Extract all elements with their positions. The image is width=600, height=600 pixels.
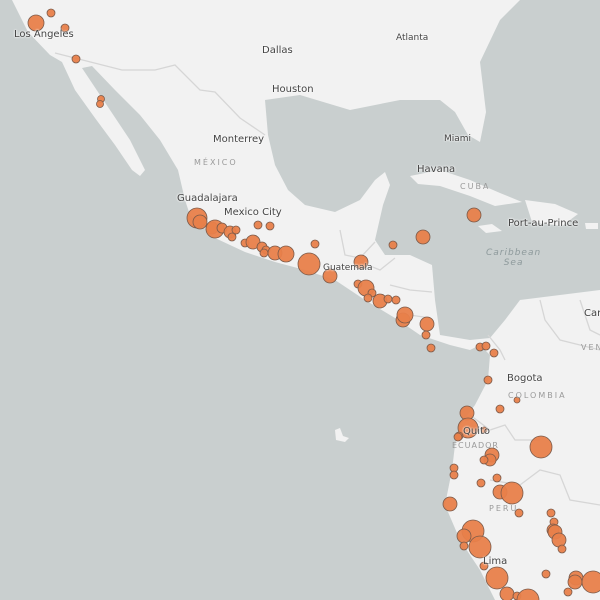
earthquake-marker[interactable] <box>499 586 515 600</box>
earthquake-marker[interactable] <box>479 455 489 465</box>
city-label: Guadalajara <box>177 193 238 204</box>
earthquake-marker[interactable] <box>479 561 489 571</box>
earthquake-marker[interactable] <box>489 348 499 358</box>
country-label: ECUADOR <box>452 441 499 450</box>
earthquake-marker[interactable] <box>483 375 493 385</box>
earthquake-marker[interactable] <box>557 544 567 554</box>
city-label: Monterrey <box>213 134 265 145</box>
earthquake-marker[interactable] <box>426 343 436 353</box>
earthquake-marker[interactable] <box>466 207 482 223</box>
earthquake-marker[interactable] <box>297 252 321 276</box>
earthquake-marker[interactable] <box>500 481 524 505</box>
earthquake-marker[interactable] <box>514 508 524 518</box>
earthquake-marker[interactable] <box>492 473 502 483</box>
city-label: Los Angeles <box>14 29 74 40</box>
puerto-rico <box>585 223 598 229</box>
earthquake-marker[interactable] <box>419 316 435 332</box>
earthquake-marker[interactable] <box>453 432 463 442</box>
earthquake-marker[interactable] <box>456 528 472 544</box>
earthquake-marker[interactable] <box>481 341 491 351</box>
hispaniola <box>525 200 578 226</box>
country-label: MÉXICO <box>194 158 238 167</box>
earthquake-marker[interactable] <box>322 268 338 284</box>
earthquake-marker[interactable] <box>581 570 600 594</box>
country-label: COLOMBIA <box>508 391 567 400</box>
jamaica <box>478 224 502 233</box>
earthquake-marker[interactable] <box>231 225 241 235</box>
sea-label: Caribbean Sea <box>486 248 541 268</box>
earthquake-marker[interactable] <box>388 240 398 250</box>
earthquake-marker[interactable] <box>253 220 263 230</box>
earthquake-marker[interactable] <box>476 478 486 488</box>
city-label: Quito <box>463 426 491 437</box>
earthquake-marker[interactable] <box>60 23 70 33</box>
country-label: VEN <box>581 343 600 352</box>
country-label: CUBA <box>460 182 491 191</box>
earthquake-marker[interactable] <box>310 239 320 249</box>
earthquake-marker[interactable] <box>192 214 208 230</box>
earthquake-marker[interactable] <box>459 541 469 551</box>
earthquake-marker[interactable] <box>546 508 556 518</box>
earthquake-marker[interactable] <box>495 404 505 414</box>
city-label: Car <box>584 308 600 319</box>
earthquake-marker[interactable] <box>468 535 492 559</box>
city-label: Atlanta <box>396 33 429 43</box>
earthquake-marker[interactable] <box>541 569 551 579</box>
earthquake-marker[interactable] <box>383 294 393 304</box>
earthquake-marker[interactable] <box>480 426 488 434</box>
city-label: Miami <box>444 134 472 144</box>
earthquake-marker[interactable] <box>46 8 56 18</box>
city-label: Havana <box>417 164 456 175</box>
earthquake-marker[interactable] <box>227 232 237 242</box>
sea-label-line: Sea <box>503 258 524 268</box>
earthquake-marker[interactable] <box>265 221 275 231</box>
city-label: Port-au-Prince <box>508 218 579 229</box>
earthquake-marker[interactable] <box>71 54 81 64</box>
earthquake-marker[interactable] <box>567 574 583 590</box>
city-label: Houston <box>272 84 314 95</box>
earthquake-marker[interactable] <box>363 293 373 303</box>
earthquake-marker[interactable] <box>457 417 479 439</box>
earthquake-marker[interactable] <box>396 306 414 324</box>
earthquake-marker[interactable] <box>353 254 369 270</box>
city-label: Dallas <box>262 45 293 56</box>
earthquake-marker[interactable] <box>516 588 540 600</box>
sea-label-line: Caribbean <box>486 248 542 258</box>
city-label: Lima <box>483 556 508 567</box>
gulf-caribbean-atlantic <box>265 0 600 340</box>
earthquake-marker[interactable] <box>563 587 573 597</box>
earthquake-marker[interactable] <box>96 100 104 108</box>
galapagos <box>335 428 349 442</box>
earthquake-marker[interactable] <box>513 396 521 404</box>
earthquake-marker[interactable] <box>551 532 567 548</box>
earthquake-marker[interactable] <box>391 295 401 305</box>
earthquake-marker[interactable] <box>442 496 458 512</box>
earthquake-marker[interactable] <box>27 14 45 32</box>
country-label: PERU <box>489 504 519 513</box>
earthquake-marker[interactable] <box>529 435 553 459</box>
pacific-ocean <box>0 0 495 600</box>
earthquake-markers <box>27 8 600 600</box>
earthquake-marker[interactable] <box>415 229 431 245</box>
earthquake-marker[interactable] <box>485 566 509 590</box>
earthquake-marker[interactable] <box>259 248 269 258</box>
city-label: Mexico City <box>224 207 282 218</box>
city-label: Bogota <box>507 373 543 384</box>
earthquake-marker[interactable] <box>421 330 431 340</box>
earthquake-marker[interactable] <box>449 470 459 480</box>
city-label: Guatemala <box>323 263 373 273</box>
earthquake-marker[interactable] <box>277 245 295 263</box>
cuba <box>410 170 522 206</box>
